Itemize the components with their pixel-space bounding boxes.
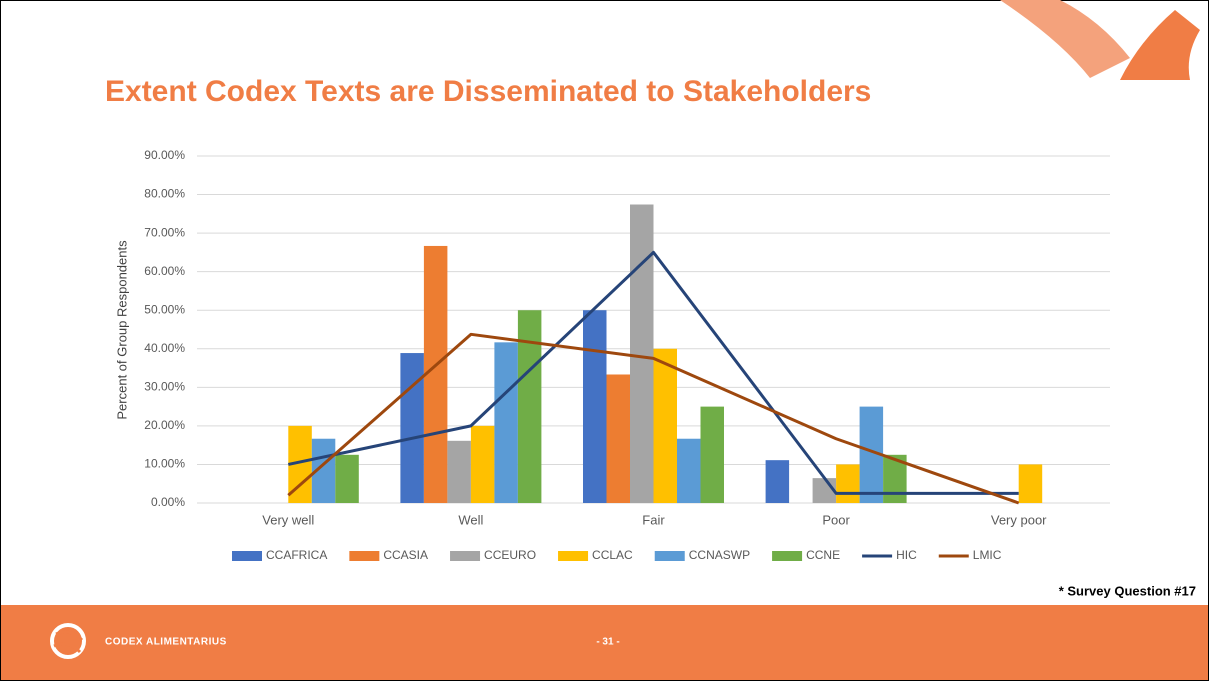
- line: [287, 332, 1020, 505]
- y-tick-label: 90.00%: [144, 148, 185, 162]
- legend-swatch: [450, 551, 481, 561]
- bar: [606, 374, 630, 503]
- y-tick-label: 40.00%: [144, 341, 185, 355]
- footnote: * Survey Question #17: [1059, 583, 1196, 598]
- bar: [470, 425, 495, 503]
- bar: [630, 204, 654, 504]
- legend-label: CCLAC: [592, 548, 633, 562]
- bar: [859, 406, 884, 503]
- x-tick-label: Very poor: [991, 512, 1047, 527]
- page-number: - 31 -: [596, 637, 619, 648]
- legend-swatch: [349, 551, 380, 561]
- bar: [335, 454, 359, 503]
- x-tick-label: Fair: [642, 512, 665, 527]
- y-tick-label: 80.00%: [144, 187, 185, 201]
- legend-label: HIC: [896, 548, 917, 562]
- bar: [653, 348, 677, 503]
- decor-arc: [1120, 10, 1200, 80]
- y-tick-label: 60.00%: [144, 264, 185, 278]
- bar: [836, 464, 860, 503]
- bar: [765, 460, 790, 503]
- legend-label: CCEURO: [484, 548, 536, 562]
- bar: [583, 310, 607, 503]
- legend-label: CCAFRICA: [266, 548, 327, 562]
- legend-label: LMIC: [973, 548, 1002, 562]
- legend-label: CCASIA: [383, 548, 428, 562]
- legend-swatch: [232, 551, 262, 561]
- logo: [50, 623, 86, 659]
- footer-brand: CODEX ALIMENTARIUS: [105, 637, 227, 648]
- x-tick-label: Poor: [822, 512, 850, 527]
- bar: [400, 353, 424, 503]
- chart-title: Extent Codex Texts are Disseminated to S…: [105, 75, 871, 108]
- decor-arc: [1000, 0, 1130, 78]
- y-tick-label: 50.00%: [144, 302, 185, 316]
- y-axis-label: Percent of Group Respondents: [114, 240, 129, 420]
- x-tick-label: Well: [458, 512, 483, 527]
- legend-swatch: [772, 551, 803, 561]
- plot: 0.00% 10.00% 20.00% 30.00% 40.00% 50.00% 60.00…: [144, 148, 1110, 562]
- y-tick-label: 30.00%: [144, 380, 185, 394]
- bar: [494, 342, 518, 503]
- line: [287, 250, 1019, 495]
- bar: [423, 245, 448, 503]
- y-tick-label: 70.00%: [144, 225, 185, 239]
- y-tick-label: 0.00%: [151, 495, 185, 509]
- bar: [700, 406, 724, 503]
- footer-band: [1, 605, 1208, 680]
- bar: [1018, 464, 1043, 503]
- bar: [883, 454, 907, 503]
- bar: [288, 425, 312, 503]
- x-tick-label: Very well: [262, 512, 314, 527]
- bar: [447, 440, 471, 503]
- legend-swatch: [558, 551, 589, 561]
- y-tick-label: 10.00%: [144, 457, 185, 471]
- legend-label: CCNASWP: [689, 548, 750, 562]
- legend-swatch: [654, 551, 685, 561]
- bar: [677, 438, 701, 503]
- y-tick-label: 20.00%: [144, 418, 185, 432]
- legend-label: CCNE: [806, 548, 840, 562]
- bar: [517, 310, 542, 503]
